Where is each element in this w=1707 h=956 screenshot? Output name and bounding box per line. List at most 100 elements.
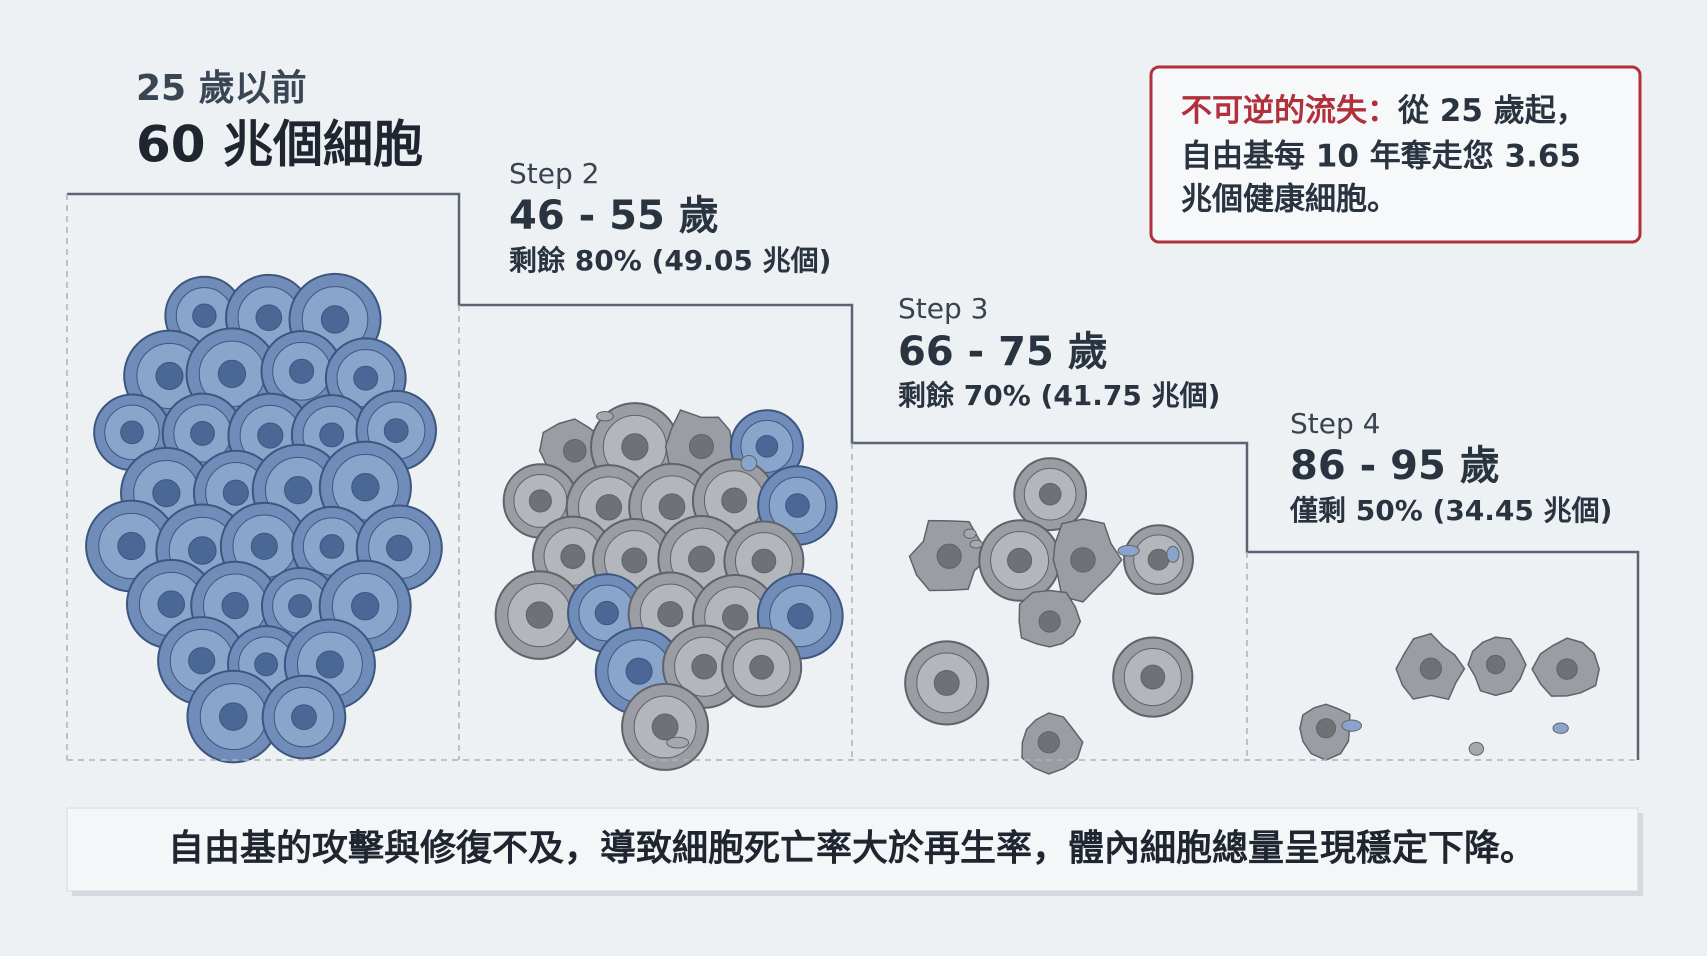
cell-nucleus <box>192 303 217 328</box>
step-age: 86 - 95 歲 <box>1290 443 1500 489</box>
cell <box>978 519 1061 602</box>
cell <box>1123 524 1194 596</box>
cell-nucleus <box>721 604 749 631</box>
cell-nucleus <box>751 548 777 574</box>
cell-nucleus <box>190 420 215 446</box>
cell-nucleus <box>651 713 679 741</box>
cell-nucleus <box>254 652 279 677</box>
cell-nucleus <box>288 594 312 618</box>
cell-nucleus <box>787 602 814 630</box>
cell-nucleus <box>657 601 684 628</box>
cell-nucleus <box>222 479 249 506</box>
cell-nucleus <box>291 704 317 731</box>
dashed-guides <box>66 194 1638 761</box>
footer-box <box>66 807 1639 892</box>
cell-nucleus <box>284 476 313 505</box>
cell-nucleus <box>188 536 217 565</box>
cell-nucleus <box>255 304 283 332</box>
cell <box>494 570 585 660</box>
cell <box>1018 589 1082 648</box>
step-age: 66 - 75 歲 <box>898 329 1108 375</box>
cell <box>904 640 990 726</box>
step-age: 46 - 55 歲 <box>509 193 719 239</box>
cell-nucleus <box>525 601 554 629</box>
cell-nucleus <box>155 361 184 391</box>
cell-nucleus <box>691 653 718 680</box>
cell-nucleus <box>1419 657 1442 680</box>
step-remain: 剩餘 80% (49.05 兆個) <box>509 244 831 277</box>
cell-nucleus <box>120 420 144 445</box>
cell <box>1531 637 1600 697</box>
cell-debris <box>1166 545 1180 563</box>
callout-box <box>1149 65 1642 244</box>
cell <box>1299 703 1351 761</box>
step-remain: 僅剩 50% (34.45 兆個) <box>1289 494 1612 527</box>
cell-nucleus <box>383 418 409 444</box>
cell-nucleus <box>1070 547 1096 573</box>
cell-nucleus <box>319 534 345 559</box>
cell <box>186 669 281 764</box>
step-label: Step 2 <box>509 157 599 190</box>
cell-nucleus <box>594 600 619 626</box>
cell-nucleus <box>1037 731 1060 754</box>
cell-nucleus <box>117 531 146 561</box>
cell-nucleus <box>1038 482 1062 506</box>
callout-line: 兆個健康細胞。 <box>1181 182 1398 218</box>
cell-nucleus <box>319 422 345 448</box>
cell-nucleus <box>250 532 278 560</box>
cell-debris <box>1341 719 1363 732</box>
cell <box>355 504 443 592</box>
step-remain: 剩餘 70% (41.75 兆個) <box>898 379 1220 412</box>
callout-line: 自由基每 10 年奪走您 3.65 <box>1181 139 1581 175</box>
cell-nucleus <box>353 365 379 391</box>
cell <box>1013 457 1088 532</box>
cell-nucleus <box>1556 658 1578 680</box>
footer-text: 自由基的攻擊與修復不及，導致細胞死亡率大於再生率，體內細胞總量呈現穩定下降。 <box>168 828 1536 869</box>
cell-nucleus <box>755 435 779 458</box>
cell-nucleus <box>1038 610 1061 633</box>
cell-nucleus <box>1315 718 1336 739</box>
cell-nucleus <box>385 534 413 562</box>
callout-text: 從 25 歲起， <box>1397 93 1587 129</box>
cell-debris <box>740 454 758 472</box>
cell-nucleus <box>933 669 960 696</box>
step-label: Step 3 <box>898 292 988 325</box>
cell <box>261 674 347 760</box>
cell-nucleus <box>658 493 686 521</box>
cell-debris <box>666 736 690 749</box>
cell-nucleus <box>1007 547 1033 574</box>
cell-nucleus <box>688 545 715 573</box>
cell <box>1021 712 1084 775</box>
cell-nucleus <box>528 489 552 513</box>
cell-nucleus <box>157 590 186 618</box>
cell-nucleus <box>1147 548 1170 571</box>
cell-nucleus <box>188 647 216 675</box>
cell-illustrations <box>85 272 1600 775</box>
cell-nucleus <box>1485 654 1506 675</box>
cell-nucleus <box>785 493 810 518</box>
cell <box>1395 632 1466 701</box>
cell <box>260 330 343 413</box>
cell-nucleus <box>595 494 623 521</box>
cell-debris <box>963 528 977 539</box>
cell-debris <box>596 410 614 422</box>
cell-nucleus <box>289 358 315 384</box>
start-headline: 60 兆個細胞 <box>136 116 423 174</box>
cell-nucleus <box>221 591 249 620</box>
cell <box>691 458 777 543</box>
cell-nucleus <box>152 479 181 508</box>
cell <box>1112 636 1194 718</box>
cell-nucleus <box>320 305 350 334</box>
cell-nucleus <box>351 473 380 502</box>
cell-debris <box>1552 722 1569 734</box>
cell-nucleus <box>351 592 380 621</box>
cell <box>908 519 992 592</box>
cell-debris <box>969 539 984 549</box>
cell-nucleus <box>688 433 714 460</box>
cell-nucleus <box>936 543 962 569</box>
cell-debris <box>1468 741 1485 756</box>
step-label: Step 4 <box>1290 407 1380 440</box>
callout-highlight: 不可逆的流失： <box>1181 93 1398 129</box>
